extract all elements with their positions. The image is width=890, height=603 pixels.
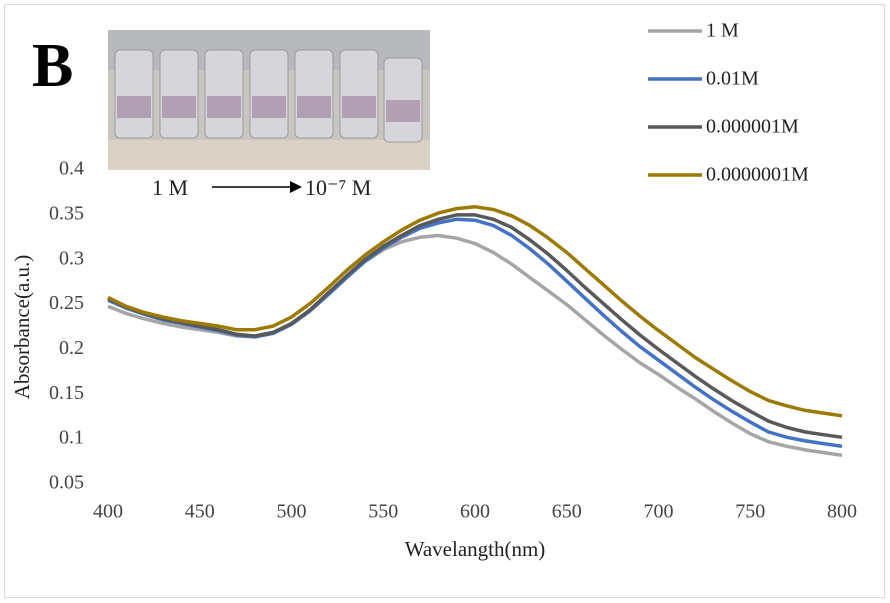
y-tick-label: 0.15: [49, 382, 84, 404]
x-tick-label: 600: [460, 501, 490, 523]
x-tick-label: 500: [277, 501, 307, 523]
inset-label: 1 M: [152, 175, 188, 200]
inset-arrow: [212, 181, 302, 193]
y-axis-title: Absorbance(a.u.): [10, 255, 34, 400]
y-tick-label: 0.3: [59, 247, 84, 269]
data-line: [107, 213, 843, 440]
y-tick-label: 0.2: [59, 337, 84, 359]
x-tick-label: 450: [185, 501, 215, 523]
y-tick-label: 0.4: [59, 158, 84, 180]
x-tick-label: 550: [368, 501, 398, 523]
x-tick-label: 800: [827, 501, 857, 523]
y-tick-label: 0.1: [59, 427, 84, 449]
y-tick-label: 0.25: [49, 292, 84, 314]
data-line: [107, 205, 843, 418]
legend-label: 0.000001M: [706, 116, 799, 138]
inset-label: 10⁻⁷ M: [305, 175, 371, 200]
legend-label: 1 M: [706, 20, 739, 42]
y-tick-label: 0.05: [49, 472, 84, 494]
x-tick-label: 400: [93, 501, 123, 523]
legend-label: 0.01M: [706, 68, 759, 90]
x-axis-title: Wavelangth(nm): [405, 537, 546, 561]
panel-label: B: [32, 32, 73, 100]
x-tick-label: 750: [735, 501, 765, 523]
y-tick-label: 0.35: [49, 202, 84, 224]
inset-photo: [108, 30, 430, 170]
x-tick-label: 700: [644, 501, 674, 523]
x-tick-label: 650: [552, 501, 582, 523]
legend-label: 0.0000001M: [706, 164, 809, 186]
